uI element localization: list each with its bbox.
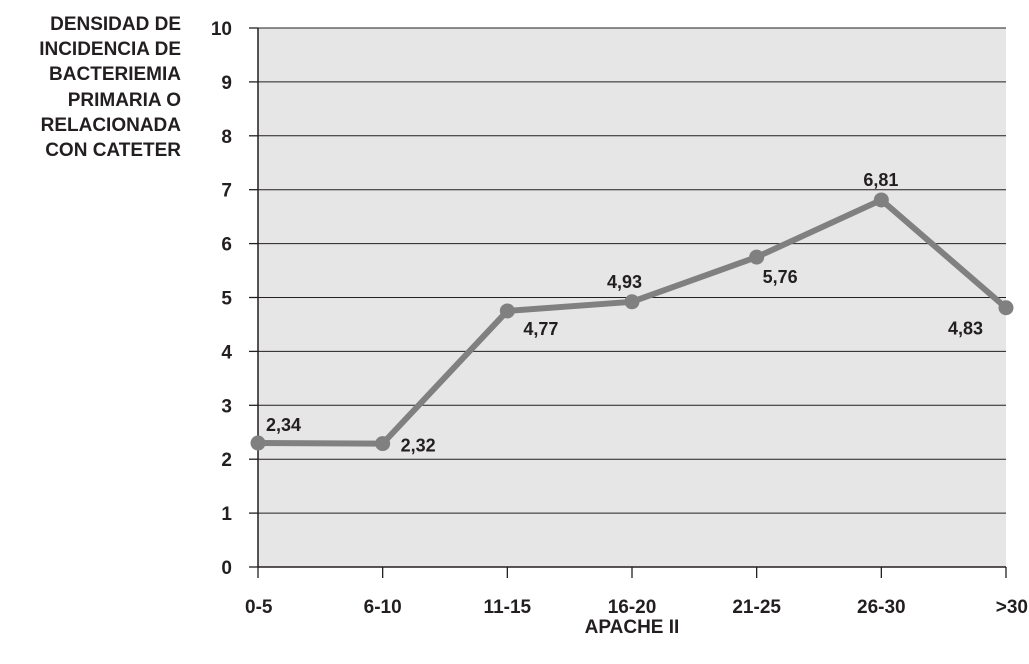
y-tick-label: 6 xyxy=(221,235,232,256)
data-point xyxy=(624,294,640,310)
y-axis-title-line: RELACIONADA xyxy=(40,114,181,136)
y-axis-title: DENSIDAD DE INCIDENCIA DE BACTERIEMIA PR… xyxy=(0,12,181,163)
y-axis-title-line: CON CATETER xyxy=(45,140,181,162)
y-axis-title-line: INCIDENCIA DE xyxy=(39,39,181,61)
x-tick-label: 26-30 xyxy=(857,597,906,618)
y-tick-label: 9 xyxy=(221,73,232,94)
x-axis-title: APACHE II xyxy=(584,617,680,638)
x-tick-label: 16-20 xyxy=(608,597,657,618)
data-point xyxy=(250,435,266,451)
y-tick-label: 8 xyxy=(221,127,232,148)
y-axis-title-line: PRIMARIA O xyxy=(67,89,181,111)
data-point xyxy=(499,303,515,319)
data-point xyxy=(873,192,889,208)
y-tick-label: 5 xyxy=(221,289,232,310)
x-tick-label: >30 xyxy=(996,597,1028,618)
y-tick-label: 0 xyxy=(221,558,232,579)
data-label: 5,76 xyxy=(763,267,798,287)
data-label: 2,32 xyxy=(401,436,436,456)
data-label: 4,83 xyxy=(948,319,983,339)
y-tick-label: 2 xyxy=(221,450,232,471)
y-tick-label: 1 xyxy=(221,504,232,525)
data-point xyxy=(998,300,1014,316)
data-point xyxy=(375,436,391,452)
y-tick-label: 7 xyxy=(221,181,232,202)
y-axis-title-line: DENSIDAD DE xyxy=(50,14,181,35)
data-label: 2,34 xyxy=(266,415,301,435)
y-tick-label: 3 xyxy=(221,396,232,417)
data-label: 6,81 xyxy=(863,170,898,190)
y-tick-label: 10 xyxy=(211,19,232,40)
y-axis-title-line: BACTERIEMIA xyxy=(49,64,181,86)
data-label: 4,77 xyxy=(523,319,558,339)
x-tick-label: 11-15 xyxy=(484,597,532,618)
x-tick-label: 21-25 xyxy=(732,597,781,618)
y-tick-label: 4 xyxy=(221,342,232,363)
x-tick-label: 0-5 xyxy=(245,597,273,618)
data-point xyxy=(749,249,765,265)
data-label: 4,93 xyxy=(607,272,642,292)
x-tick-label: 6-10 xyxy=(364,597,402,618)
